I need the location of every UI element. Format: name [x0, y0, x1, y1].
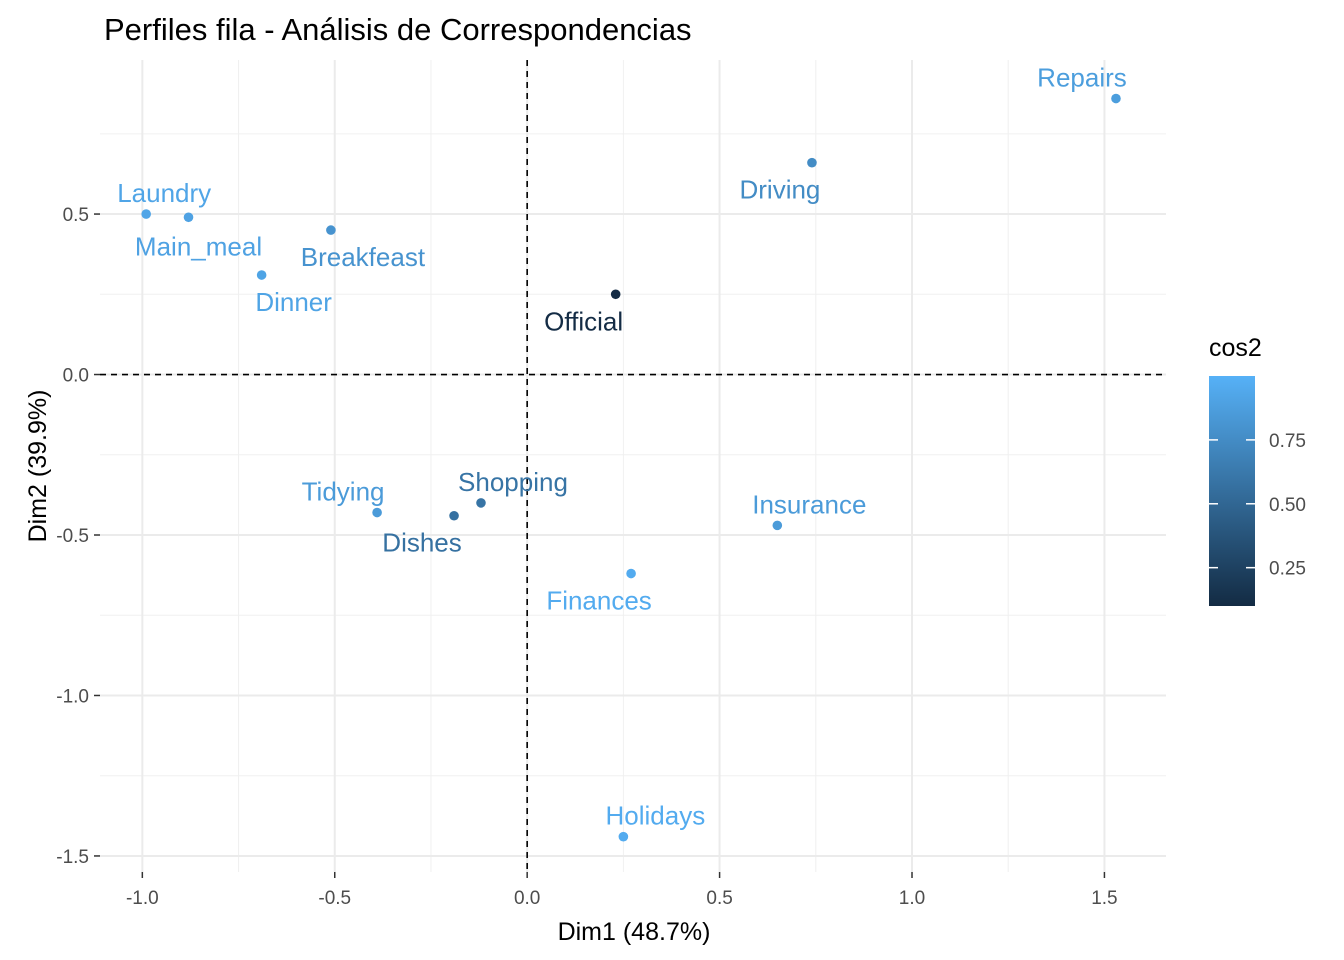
data-point — [141, 209, 151, 219]
data-point — [610, 289, 621, 300]
point-label: Dinner — [255, 287, 332, 317]
point-label: Insurance — [752, 489, 866, 519]
legend-colorbar — [1209, 376, 1255, 606]
point-labels: Laundry Main_meal Dinner Breakfeast Tidying D… — [117, 63, 1127, 831]
x-tick-label: 0.5 — [706, 888, 732, 909]
data-point — [326, 225, 336, 235]
data-point — [256, 270, 267, 280]
reference-lines — [100, 60, 1166, 872]
legend-tick-label: 0.50 — [1269, 495, 1306, 516]
y-tick-label: -1.0 — [56, 686, 89, 707]
point-label: Shopping — [458, 467, 568, 497]
x-tick-label: 1.0 — [899, 888, 925, 909]
point-label: Tidying — [302, 477, 385, 507]
x-tick-label: 1.5 — [1091, 888, 1117, 909]
point-label: Repairs — [1037, 63, 1127, 93]
data-point — [372, 507, 382, 518]
y-axis-title: Dim2 (39.9%) — [24, 390, 52, 543]
point-label: Main_meal — [135, 231, 262, 261]
chart-title: Perfiles fila - Análisis de Corresponden… — [104, 12, 692, 47]
point-label: Breakfeast — [301, 242, 426, 272]
data-point — [618, 831, 629, 842]
point-label: Official — [544, 306, 623, 336]
legend-title: cos2 — [1209, 334, 1262, 362]
point-label: Laundry — [117, 178, 211, 208]
color-legend: cos2 0.25 0.50 0.75 — [1209, 334, 1306, 606]
legend-tick-label: 0.25 — [1269, 559, 1306, 580]
data-point — [1111, 93, 1121, 104]
axis-ticks: -1.0 -0.5 0.0 0.5 1.0 1.5 -1.5 -1.0 -0.5 0.0 0.5 — [56, 205, 1117, 909]
grid — [100, 60, 1166, 872]
data-point — [772, 520, 783, 531]
point-label: Holidays — [606, 801, 706, 831]
data-point — [626, 568, 636, 579]
point-label: Finances — [546, 586, 652, 616]
x-tick-label: -0.5 — [318, 888, 351, 909]
data-points — [141, 93, 1121, 842]
data-point — [807, 157, 817, 168]
x-axis-title: Dim1 (48.7%) — [558, 918, 711, 946]
data-point — [449, 510, 459, 521]
legend-tick-label: 0.75 — [1269, 431, 1306, 452]
point-label: Dishes — [382, 528, 461, 558]
y-tick-label: -1.5 — [56, 847, 89, 868]
y-tick-label: 0.5 — [63, 205, 89, 226]
data-point — [183, 212, 194, 223]
data-point — [476, 498, 486, 508]
y-tick-label: 0.0 — [63, 366, 89, 387]
point-label: Driving — [739, 175, 820, 205]
y-tick-label: -0.5 — [56, 526, 89, 547]
x-tick-label: 0.0 — [514, 888, 540, 909]
x-tick-label: -1.0 — [126, 888, 159, 909]
